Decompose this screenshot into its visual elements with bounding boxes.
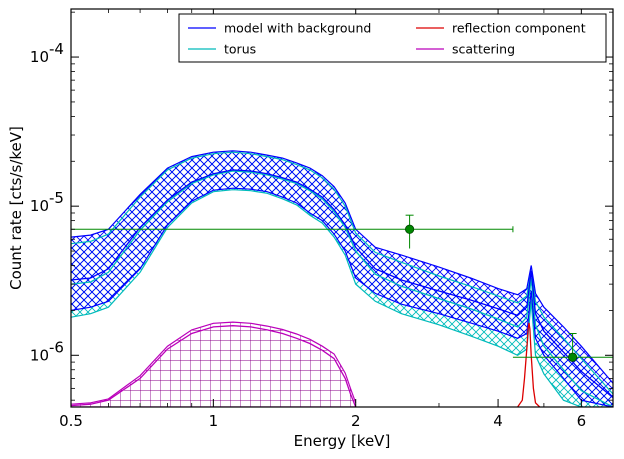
legend-label-1: reflection component	[452, 21, 586, 36]
x-tick-label-4: 6	[577, 412, 587, 430]
y-tick-exponent-0: -6	[49, 338, 64, 356]
reflection-component-line	[517, 322, 541, 407]
legend: model with background reflection componen…	[178, 13, 607, 63]
torus-lower-line	[71, 189, 613, 407]
legend-label-2: torus	[224, 42, 256, 57]
x-tick-label-3: 4	[493, 412, 503, 430]
scattering-line	[71, 325, 357, 407]
data-point-0	[404, 224, 415, 234]
plot-frame	[70, 8, 614, 408]
x-tick-label-0: 0.5	[59, 412, 83, 430]
model-with-background-lower-line	[71, 187, 613, 407]
legend-label-0: model with background	[224, 21, 371, 36]
y-tick-exponent-2: -4	[49, 40, 64, 58]
x-axis-label: Energy [keV]	[294, 432, 391, 450]
model-with-background-line	[71, 169, 613, 399]
legend-label-3: scattering	[452, 42, 515, 57]
data-points	[71, 214, 613, 362]
torus-line	[71, 170, 613, 407]
scattering-upper-line	[71, 321, 357, 405]
series-lines	[71, 150, 613, 407]
data-point-1	[568, 352, 578, 362]
x-tick-label-2: 2	[351, 412, 361, 430]
x-tick-label-1: 1	[209, 412, 219, 430]
y-axis-label: Count rate [cts/s/keV]	[7, 126, 25, 290]
model-with-background-upper-line	[71, 150, 613, 384]
y-tick-exponent-1: -5	[49, 189, 64, 207]
scattering-band	[71, 322, 356, 407]
y-tick-label-1: 10	[30, 197, 49, 215]
legend-box	[178, 13, 607, 63]
y-tick-label-2: 10	[30, 48, 49, 66]
y-tick-label-0: 10	[30, 346, 49, 364]
